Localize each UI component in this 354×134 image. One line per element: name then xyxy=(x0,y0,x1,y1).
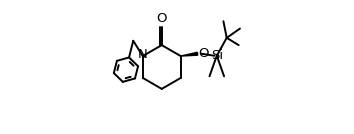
Text: O: O xyxy=(156,12,167,25)
Polygon shape xyxy=(181,52,198,56)
Text: Si: Si xyxy=(211,49,223,62)
Text: N: N xyxy=(137,49,147,62)
Text: O: O xyxy=(198,47,209,60)
